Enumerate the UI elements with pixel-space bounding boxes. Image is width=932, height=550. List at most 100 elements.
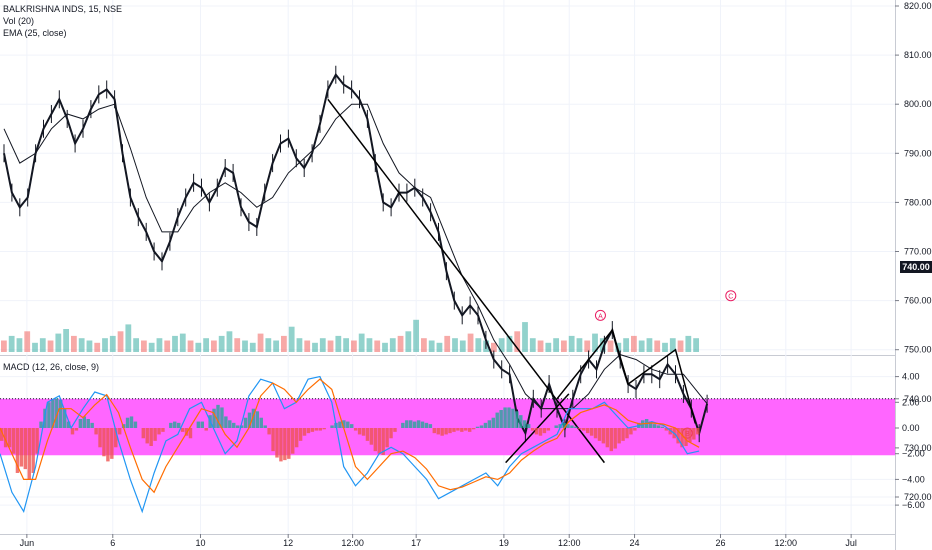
macd-histogram-bar: [259, 417, 263, 428]
volume-bar: [467, 333, 474, 352]
volume-bar: [646, 338, 653, 352]
macd-histogram-bar: [145, 428, 149, 444]
macd-histogram-bar: [322, 428, 326, 430]
macd-histogram-bar: [200, 421, 204, 428]
macd-histogram-bar: [271, 428, 275, 452]
volume-bar: [195, 342, 202, 352]
macd-histogram-bar: [534, 428, 539, 435]
legend-symbol[interactable]: BALKRISHNA INDS, 15, NSE: [3, 4, 123, 14]
volume-bar: [55, 333, 62, 352]
macd-histogram-bar: [471, 428, 476, 430]
macd-histogram-bar: [239, 425, 244, 428]
macd-histogram-bar: [664, 428, 669, 431]
macd-histogram-bar: [593, 428, 598, 439]
volume-bar: [141, 340, 147, 352]
wave-label: C: [728, 294, 733, 301]
macd-histogram-bar: [251, 408, 256, 428]
macd-histogram-bar: [373, 428, 378, 452]
volume-bar: [397, 335, 404, 352]
macd-histogram-bar: [401, 422, 405, 428]
legend-ema[interactable]: EMA (25, close): [3, 28, 67, 38]
macd-histogram-bar: [609, 428, 613, 452]
price-tick-label: 720.00: [904, 492, 932, 502]
macd-histogram-bar: [416, 420, 421, 428]
macd-histogram-bar: [652, 424, 657, 428]
macd-pane: [0, 375, 700, 514]
volume-bar: [506, 335, 513, 352]
time-tick-label: Jul: [845, 538, 857, 548]
legend-volume[interactable]: Vol (20): [3, 16, 35, 26]
macd-histogram-bar: [125, 417, 130, 428]
macd-histogram-bar: [408, 420, 413, 428]
macd-tick-label: 4.00: [902, 372, 920, 382]
macd-histogram-bar: [82, 416, 87, 428]
volume-bar: [358, 333, 365, 352]
macd-histogram-bar: [188, 428, 193, 439]
macd-histogram-bar: [157, 428, 161, 435]
macd-histogram-bar: [102, 428, 106, 457]
macd-histogram-bar: [255, 411, 260, 428]
macd-histogram-bar: [523, 420, 527, 428]
macd-histogram-bar: [515, 411, 519, 428]
macd-histogram-bar: [680, 428, 684, 448]
price-line: [3, 72, 709, 437]
macd-histogram-bar: [692, 428, 696, 440]
volume-bar: [374, 340, 381, 352]
macd-histogram-bar: [149, 428, 153, 446]
volume-bar: [218, 335, 225, 352]
macd-histogram-bar: [51, 399, 55, 428]
macd-histogram-bar: [267, 428, 271, 435]
macd-histogram-bar: [86, 419, 90, 428]
macd-histogram-bar: [114, 428, 118, 448]
macd-tick-label: −2.00: [902, 449, 925, 459]
macd-histogram-bar: [389, 428, 393, 439]
macd-histogram-bar: [291, 428, 295, 454]
macd-histogram-bar: [625, 428, 629, 439]
macd-histogram-bar: [19, 428, 24, 467]
macd-histogram-bar: [74, 428, 79, 431]
macd-histogram-bar: [180, 428, 185, 432]
macd-histogram-bar: [424, 422, 429, 428]
volume-bar: [172, 335, 178, 352]
macd-histogram-bar: [582, 428, 586, 431]
wave-label-circle: [725, 290, 737, 302]
macd-histogram-bar: [243, 417, 248, 428]
macd-histogram-bar: [381, 428, 385, 455]
macd-histogram-bar: [294, 428, 299, 448]
volume-bar: [351, 340, 357, 352]
price-series: [3, 65, 709, 443]
volume-bar: [281, 335, 287, 352]
volume-bar: [24, 331, 31, 352]
macd-histogram-bar: [78, 419, 83, 428]
volume-bar: [265, 338, 272, 352]
macd-histogram-bar: [613, 428, 617, 449]
price-tick-label: 800.00: [904, 99, 932, 109]
macd-histogram-bar: [0, 428, 4, 441]
volume-bar: [304, 340, 311, 352]
macd-histogram-bar: [436, 428, 440, 435]
volume-bar: [133, 338, 139, 352]
time-tick-label: 12:00: [341, 538, 364, 548]
volume-bar: [327, 340, 334, 352]
price-tick-label: 730.00: [904, 443, 932, 453]
time-tick-label: 12: [283, 538, 293, 548]
legend-macd[interactable]: MACD (12, 26, close, 9): [3, 362, 100, 372]
macd-histogram-bar: [62, 408, 67, 428]
macd-histogram-bar: [357, 428, 362, 435]
macd-histogram-bar: [235, 425, 240, 428]
volume-bar: [109, 335, 116, 352]
volume-bar: [78, 338, 85, 352]
volume-bar: [584, 340, 591, 352]
macd-histogram-bar: [585, 428, 590, 434]
macd-histogram-bar: [117, 428, 122, 435]
volume-bar: [102, 338, 108, 352]
macd-histogram-bar: [562, 422, 566, 428]
macd-histogram-bar: [90, 422, 94, 428]
macd-histogram-bar: [173, 421, 177, 428]
volume-bar: [537, 340, 544, 352]
macd-histogram-bar: [499, 410, 503, 428]
volume-bar: [553, 338, 559, 352]
time-tick-label: 12:00: [775, 538, 798, 548]
macd-histogram-bar: [385, 428, 389, 448]
